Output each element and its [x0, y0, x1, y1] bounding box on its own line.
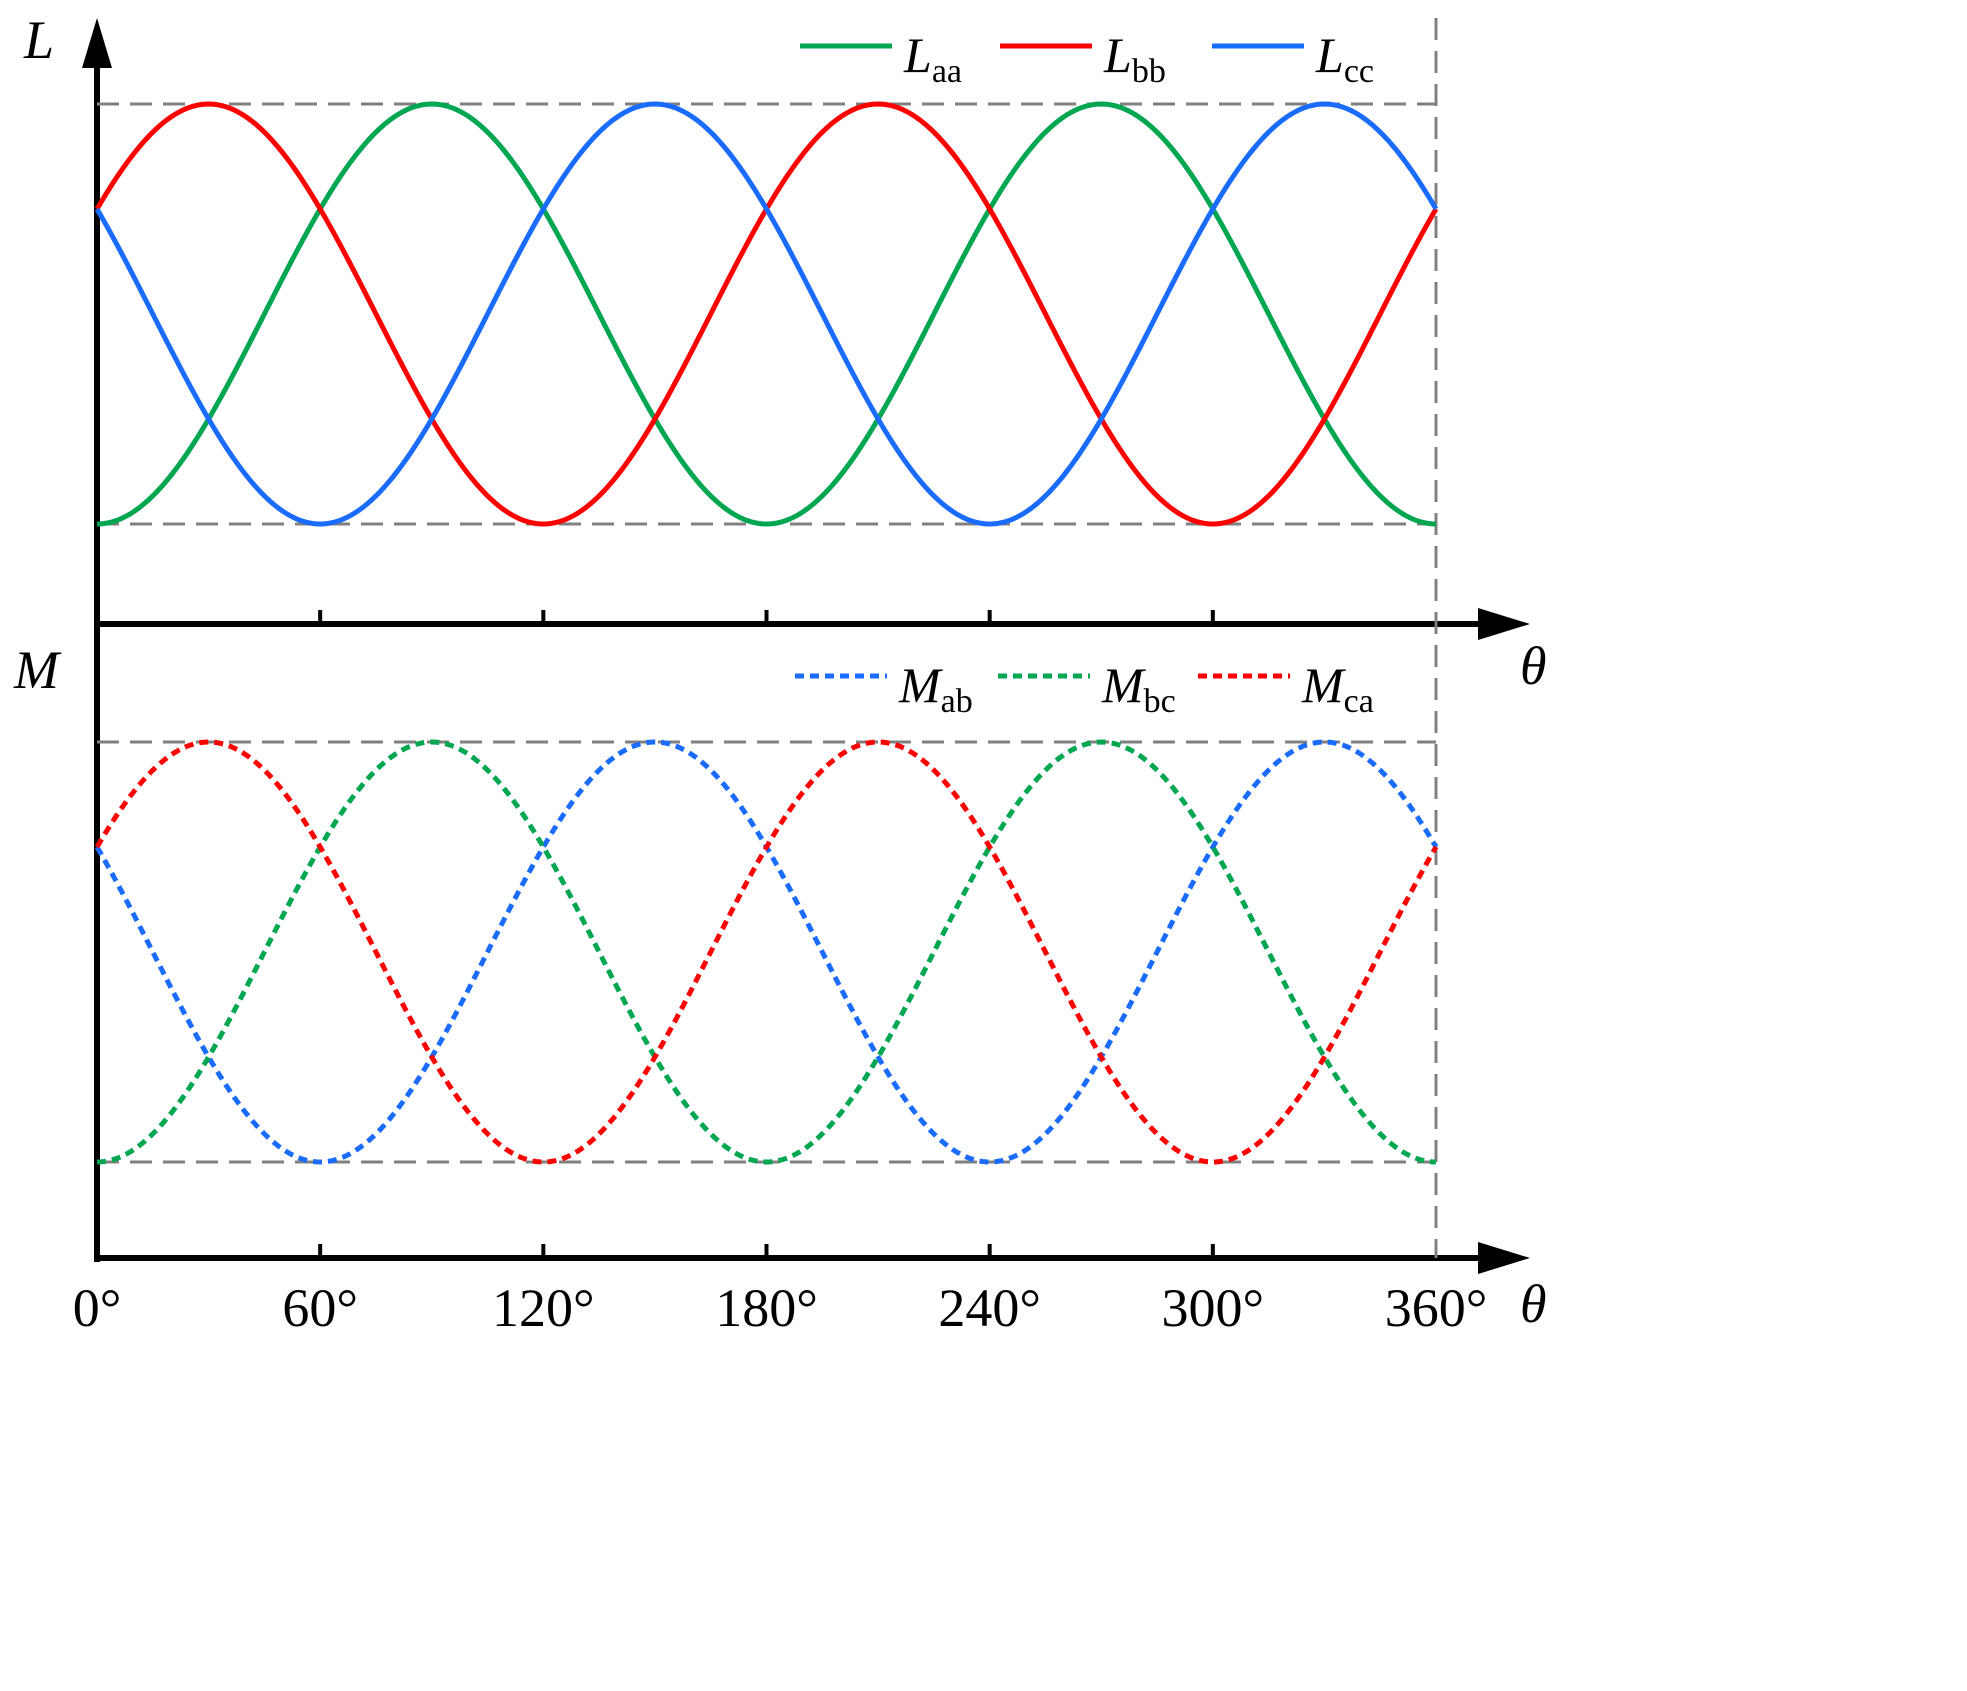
- x-tick-label-120: 120°: [492, 1278, 595, 1338]
- series-line-mab: [94, 739, 1439, 1165]
- upper-x-axis-arrow: [1478, 608, 1530, 640]
- lower-reference-lines: [97, 740, 1436, 1164]
- legend-label-laa: Laa: [903, 27, 962, 90]
- lower-x-symbol: θ: [1520, 1274, 1547, 1334]
- lower-curves: [94, 739, 1439, 1165]
- legend-label-mbc: Mbc: [1101, 657, 1176, 720]
- upper-x-symbol: θ: [1520, 636, 1547, 696]
- legend-label-lcc: Lcc: [1315, 27, 1374, 90]
- upper-reference-lines: [97, 102, 1436, 526]
- y-axis-arrow: [82, 18, 112, 68]
- lower-legend: Mab Mbc Mca: [795, 657, 1374, 720]
- upper-curves: [94, 101, 1439, 527]
- legend-label-mca: Mca: [1301, 657, 1374, 720]
- series-line-lbb: [94, 101, 1439, 527]
- x-tick-label-60: 60°: [282, 1278, 358, 1338]
- x-tick-label-240: 240°: [938, 1278, 1041, 1338]
- upper-tick-marks: [318, 610, 1215, 624]
- series-line-mca: [94, 739, 1439, 1165]
- lower-y-symbol: M: [13, 640, 62, 700]
- inductance-chart: L M θ θ 0° 60° 120° 180° 240° 300° 360° Laa Lbb…: [13, 10, 1547, 1338]
- lower-x-axis-arrow: [1478, 1242, 1530, 1274]
- axes-group: [82, 18, 1530, 1274]
- series-line-lcc: [94, 101, 1439, 527]
- lower-tick-marks: [318, 1244, 1215, 1258]
- x-tick-labels: 0° 60° 120° 180° 240° 300° 360°: [73, 1278, 1488, 1338]
- x-tick-label-360: 360°: [1385, 1278, 1488, 1338]
- series-line-laa: [96, 101, 1437, 527]
- upper-y-symbol: L: [23, 10, 54, 70]
- legend-label-mab: Mab: [898, 657, 973, 720]
- series-line-mbc: [96, 739, 1437, 1165]
- x-tick-label-300: 300°: [1162, 1278, 1265, 1338]
- x-tick-label-0: 0°: [73, 1278, 122, 1338]
- legend-label-lbb: Lbb: [1103, 27, 1166, 90]
- x-tick-label-180: 180°: [715, 1278, 818, 1338]
- upper-legend: Laa Lbb Lcc: [800, 27, 1374, 90]
